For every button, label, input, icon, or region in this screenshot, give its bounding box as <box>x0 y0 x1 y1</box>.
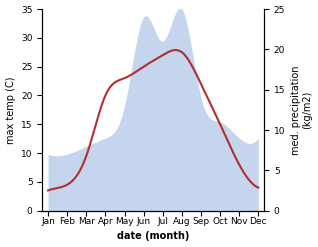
Y-axis label: med. precipitation
(kg/m2): med. precipitation (kg/m2) <box>291 65 313 155</box>
X-axis label: date (month): date (month) <box>117 231 190 242</box>
Y-axis label: max temp (C): max temp (C) <box>5 76 16 144</box>
